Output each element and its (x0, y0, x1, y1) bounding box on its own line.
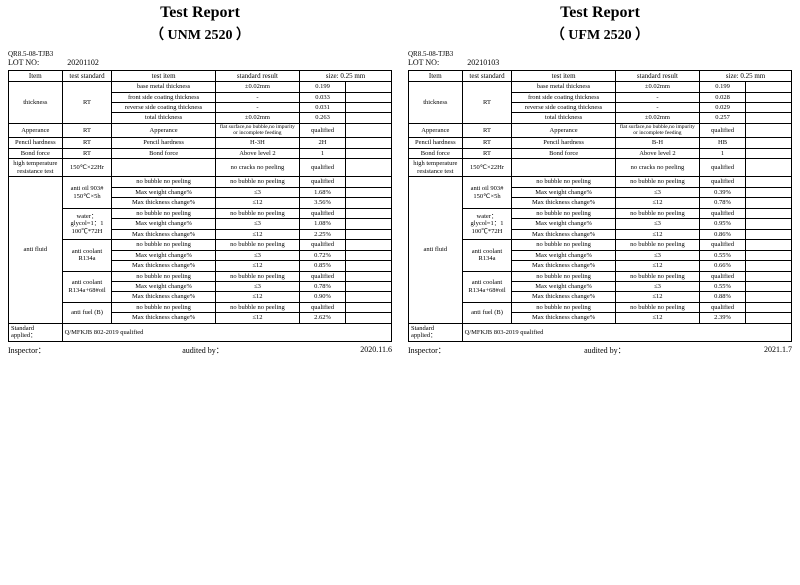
report-right: Test Report （ UFM 2520 ） QR8.5-08-TJB3LOT … (400, 0, 800, 585)
model-subtitle: （ UFM 2520 ） (408, 24, 792, 44)
model-subtitle: （ UNM 2520 ） (8, 24, 392, 44)
report-title: Test Report (408, 4, 792, 22)
test-table: Itemtest standardtest itemstandard resul… (408, 70, 792, 342)
footer-row: Inspector：audited by：2020.11.6 (8, 345, 392, 356)
footer-row: Inspector：audited by：2021.1.7 (408, 345, 792, 356)
meta-code: QR8.5-08-TJB3 (8, 50, 392, 58)
report-left: Test Report （ UNM 2520 ） QR8.5-08-TJB3LOT … (0, 0, 400, 585)
meta-code: QR8.5-08-TJB3 (408, 50, 792, 58)
test-table: Itemtest standardtest itemstandard resul… (8, 70, 392, 342)
report-title: Test Report (8, 4, 392, 22)
lot-row: LOT NO:20210103 (408, 58, 792, 67)
lot-row: LOT NO:20201102 (8, 58, 392, 67)
